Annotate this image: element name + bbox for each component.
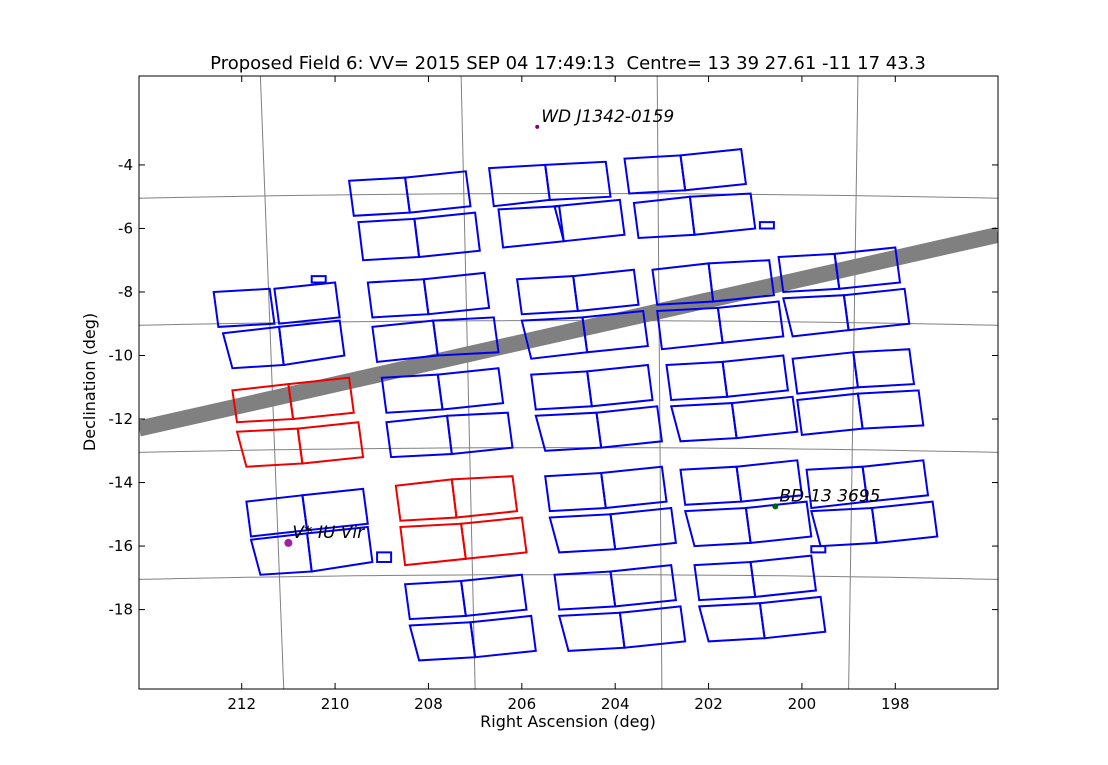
detector-outline [856, 389, 925, 430]
annotation-label: BD-13 3695 [779, 486, 880, 506]
y-axis-title: Declination (deg) [80, 313, 99, 451]
x-tick-label: 212 [227, 695, 256, 713]
y-tick-label: -8 [118, 283, 133, 301]
x-tick-label: 210 [321, 695, 350, 713]
detector-footprints [212, 148, 939, 662]
y-tick-label: -10 [109, 347, 134, 365]
detector-outline [618, 605, 687, 649]
detector-outline [861, 459, 930, 503]
detector-outline [296, 421, 365, 465]
detector-outline [595, 405, 664, 449]
ecliptic-band [139, 227, 998, 437]
graticule-ra-line [848, 76, 859, 689]
y-tick-label: -14 [109, 474, 134, 492]
detector-outline [749, 554, 818, 598]
detector-outline [600, 465, 668, 510]
x-tick-label: 198 [881, 695, 910, 713]
annotation-label: V* IU Vir [292, 523, 365, 543]
detector-outline [609, 564, 678, 608]
detector-outline [305, 525, 374, 573]
y-tick-label: -4 [118, 156, 133, 174]
detector-outline [721, 354, 790, 398]
x-axis-title: Right Ascension (deg) [480, 712, 656, 731]
detector-outline [459, 516, 528, 560]
detector-outline [833, 246, 902, 290]
detector-outline [277, 319, 346, 367]
detector-outline [735, 459, 804, 503]
detector-outline [436, 367, 505, 411]
detector-outline [310, 275, 327, 284]
detector-outline [450, 475, 519, 519]
annotation-marker [284, 538, 293, 547]
chart-title: Proposed Field 6: VV= 2015 SEP 04 17:49:… [210, 53, 926, 74]
y-tick-label: -18 [109, 601, 134, 619]
detector-outline [870, 500, 939, 544]
detector-outline [212, 287, 276, 328]
detector-outline [431, 316, 500, 357]
detector-outline [572, 268, 640, 313]
detector-outline [376, 551, 393, 563]
graticule-ra-line [460, 76, 476, 689]
detector-outline [413, 211, 481, 259]
x-tick-label: 200 [788, 695, 817, 713]
detector-outline [730, 395, 799, 440]
detector-outline [445, 411, 514, 456]
detector-outline [459, 573, 528, 617]
graticule-dec-line [139, 193, 998, 199]
detector-outline [744, 500, 813, 544]
y-tick-label: -6 [118, 219, 133, 237]
detector-outline [469, 614, 537, 659]
graticule-ra-line [656, 76, 663, 689]
x-axis-ticks: 212 210 208 206 204 202 200 198 [227, 76, 910, 713]
graticule-dec-line [139, 447, 998, 453]
x-tick-label: 208 [414, 695, 443, 713]
detector-outline [716, 300, 785, 344]
detector-outline [301, 487, 369, 532]
detector-outline [842, 287, 911, 332]
y-tick-label: -16 [109, 537, 134, 555]
detector-outline [679, 148, 748, 192]
detector-outline [688, 192, 757, 236]
detector-outline [609, 506, 678, 551]
annotation-marker [772, 503, 779, 510]
detector-outline [852, 348, 916, 389]
detector-outline [758, 221, 775, 230]
plot-frame [138, 75, 999, 690]
detector-outline [273, 281, 341, 325]
detector-outline [544, 160, 612, 201]
detector-outline [287, 376, 355, 421]
graticule-ra-line [259, 76, 285, 689]
x-tick-label: 202 [694, 695, 723, 713]
detector-outline [810, 545, 827, 554]
y-tick-label: -12 [109, 410, 134, 428]
annotations: WD J1342-0159 BD-13 3695 V* IU Vir [284, 107, 881, 547]
plot-area: WD J1342-0159 BD-13 3695 V* IU Vir [139, 76, 998, 689]
y-axis-ticks: -4 -6 -8 -10 -12 -14 -16 -18 [109, 156, 998, 619]
ecliptic-band-line [139, 227, 998, 437]
annotation-marker [535, 124, 540, 129]
x-tick-label: 206 [507, 695, 536, 713]
detector-outline [422, 271, 491, 316]
detector-outline [707, 259, 776, 303]
detector-outline [553, 198, 626, 243]
detector-outline [586, 363, 654, 408]
detector-outline [403, 170, 472, 214]
annotation-label: WD J1342-0159 [541, 107, 674, 127]
detector-outline [758, 595, 827, 640]
x-tick-label: 204 [601, 695, 630, 713]
detector-outline [581, 309, 650, 354]
